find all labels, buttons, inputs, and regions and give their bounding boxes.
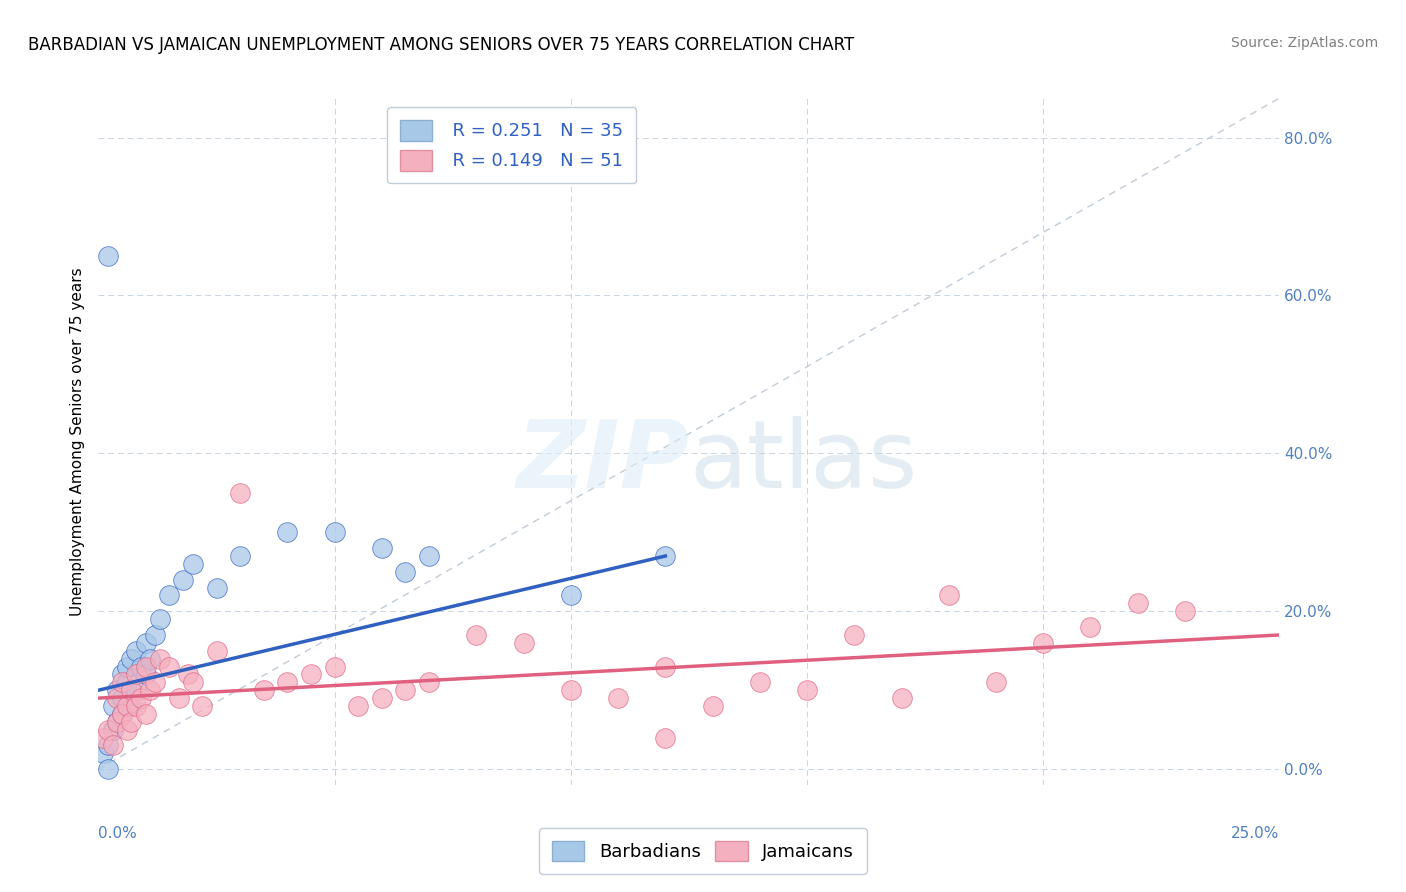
Point [157, 589, 180, 603]
Point [91, 747, 114, 761]
Point [105, 714, 128, 729]
Point [229, 486, 252, 500]
Point [111, 706, 134, 721]
Point [229, 549, 252, 563]
Point [844, 628, 866, 642]
Point [125, 667, 148, 681]
Point [115, 659, 138, 673]
Text: Source: ZipAtlas.com: Source: ZipAtlas.com [1230, 36, 1378, 50]
Point [101, 723, 124, 737]
Legend: Barbadians, Jamaicans: Barbadians, Jamaicans [540, 828, 866, 874]
Point [890, 691, 912, 706]
Text: 0.0%: 0.0% [98, 826, 138, 841]
Point [149, 612, 172, 626]
Text: ZIP: ZIP [516, 417, 689, 508]
Legend:   R = 0.251   N = 35,   R = 0.149   N = 51: R = 0.251 N = 35, R = 0.149 N = 51 [387, 107, 637, 183]
Point [105, 691, 128, 706]
Point [654, 659, 676, 673]
Point [111, 706, 134, 721]
Point [654, 731, 676, 745]
Point [135, 706, 157, 721]
Point [121, 714, 143, 729]
Point [1032, 636, 1054, 650]
Point [139, 651, 162, 665]
Point [299, 667, 322, 681]
Point [938, 589, 960, 603]
Point [101, 698, 124, 713]
Point [101, 739, 124, 753]
Point [121, 683, 143, 698]
Point [418, 675, 440, 690]
Text: BARBADIAN VS JAMAICAN UNEMPLOYMENT AMONG SENIORS OVER 75 YEARS CORRELATION CHART: BARBADIAN VS JAMAICAN UNEMPLOYMENT AMONG… [28, 36, 855, 54]
Point [157, 659, 180, 673]
Text: atlas: atlas [689, 417, 917, 508]
Point [418, 549, 440, 563]
Point [143, 675, 166, 690]
Point [276, 525, 298, 540]
Point [560, 683, 582, 698]
Point [560, 589, 582, 603]
Point [111, 667, 134, 681]
Point [702, 698, 724, 713]
Point [394, 565, 416, 579]
Point [105, 714, 128, 729]
Point [115, 723, 138, 737]
Point [347, 698, 370, 713]
Text: 25.0%: 25.0% [1232, 826, 1279, 841]
Point [129, 659, 152, 673]
Point [135, 667, 157, 681]
Point [177, 667, 200, 681]
Point [143, 628, 166, 642]
Point [105, 683, 128, 698]
Point [121, 698, 143, 713]
Point [371, 691, 394, 706]
Point [91, 731, 114, 745]
Point [748, 675, 770, 690]
Point [654, 549, 676, 563]
Point [111, 675, 134, 690]
Point [111, 691, 134, 706]
Point [97, 249, 120, 263]
Point [181, 557, 204, 571]
Point [115, 675, 138, 690]
Point [1174, 604, 1197, 618]
Point [512, 636, 534, 650]
Point [139, 683, 162, 698]
Point [205, 581, 228, 595]
Point [323, 659, 346, 673]
Point [371, 541, 394, 555]
Point [1126, 596, 1149, 610]
Point [135, 659, 157, 673]
Point [125, 698, 148, 713]
Point [97, 723, 120, 737]
Point [191, 698, 214, 713]
Y-axis label: Unemployment Among Seniors over 75 years: Unemployment Among Seniors over 75 years [70, 268, 86, 615]
Point [796, 683, 818, 698]
Point [607, 691, 630, 706]
Point [149, 651, 172, 665]
Point [984, 675, 1007, 690]
Point [394, 683, 416, 698]
Point [115, 698, 138, 713]
Point [205, 644, 228, 658]
Point [323, 525, 346, 540]
Point [125, 683, 148, 698]
Point [121, 651, 143, 665]
Point [276, 675, 298, 690]
Point [129, 691, 152, 706]
Point [181, 675, 204, 690]
Point [135, 636, 157, 650]
Point [253, 683, 276, 698]
Point [97, 739, 120, 753]
Point [172, 573, 194, 587]
Point [465, 628, 488, 642]
Point [97, 762, 120, 776]
Point [125, 644, 148, 658]
Point [1080, 620, 1102, 634]
Point [167, 691, 190, 706]
